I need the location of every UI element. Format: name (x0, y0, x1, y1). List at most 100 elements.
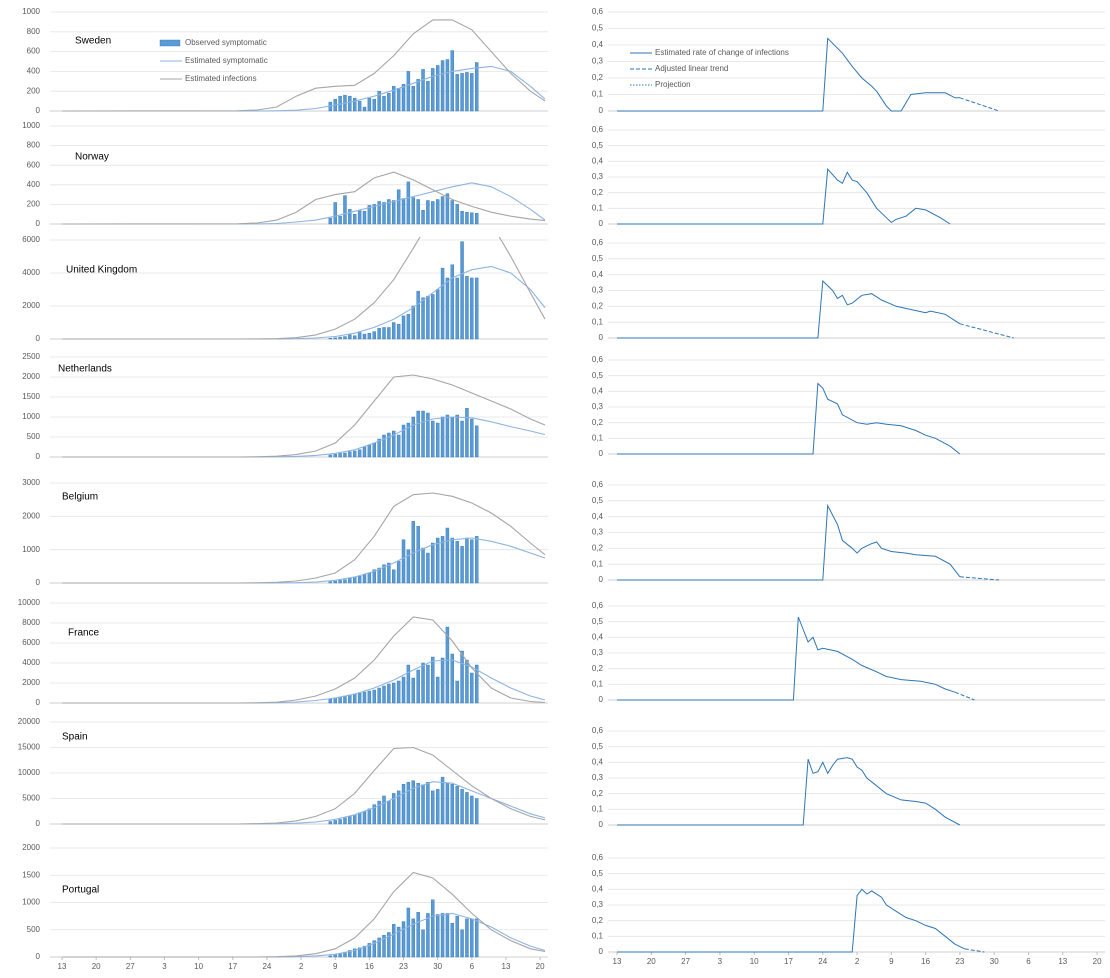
bar (426, 200, 430, 225)
bar (362, 333, 367, 340)
x-tick-label: 3 (718, 957, 723, 966)
bar (406, 314, 411, 340)
y-tick-label: 0 (36, 219, 41, 228)
bar (406, 781, 411, 825)
series-line (617, 279, 961, 339)
panel: 0 2000 4000 6000 United Kingdom (22, 235, 548, 343)
bar (470, 795, 474, 825)
bar (465, 212, 469, 225)
x-tick-label: 10 (194, 962, 203, 971)
bar (411, 780, 415, 825)
plot-area (617, 168, 951, 225)
bar (406, 422, 411, 458)
x-tick-label: 17 (784, 957, 793, 966)
bar (348, 451, 352, 458)
y-tick-label: 0 (36, 819, 41, 828)
x-tick-label: 9 (889, 957, 894, 966)
bar (372, 331, 376, 340)
x-tick-label: 6 (1026, 957, 1031, 966)
y-tick-label: 0 (36, 106, 41, 115)
bar (465, 408, 469, 458)
bar (338, 696, 342, 704)
x-tick-label: 9 (333, 962, 338, 971)
bar (470, 539, 474, 584)
y-tick-label: 0,6 (592, 601, 604, 610)
bar (367, 572, 372, 584)
plot-area (62, 616, 546, 704)
bar (372, 689, 376, 704)
bar (440, 776, 445, 825)
bar (362, 811, 367, 825)
bar (450, 923, 455, 958)
bar (421, 662, 425, 704)
bar (460, 241, 464, 340)
bar (348, 816, 352, 825)
y-tick-label: 0 (599, 820, 604, 829)
x-tick-label: 2 (855, 957, 860, 966)
bar (348, 209, 352, 225)
bar (396, 790, 401, 825)
legend-item: Adjusted linear trend (630, 64, 728, 73)
bar (460, 546, 464, 584)
y-tick-label: 2000 (22, 843, 40, 852)
panel: 0 500 1000 1500 2000 2500 Netherlands (22, 352, 548, 461)
bar (357, 449, 362, 458)
bar (396, 680, 401, 704)
bar (435, 537, 440, 584)
legend-label: Estimated rate of change of infections (655, 48, 789, 57)
bar (377, 90, 381, 112)
y-tick-label: 0,4 (592, 632, 604, 641)
bar (426, 913, 430, 958)
y-tick-label: 0,1 (592, 931, 604, 940)
y-tick-label: 1500 (22, 870, 40, 879)
bar (333, 454, 337, 458)
bar (367, 444, 372, 458)
bar (382, 935, 386, 958)
y-tick-label: 5000 (22, 794, 40, 803)
bar (338, 336, 342, 340)
y-tick-label: 500 (27, 925, 41, 934)
y-tick-label: 1000 (22, 121, 40, 130)
bar (455, 414, 459, 458)
x-tick-label: 20 (647, 957, 656, 966)
y-tick-label: 10000 (18, 768, 41, 777)
bar (426, 295, 430, 340)
y-tick-label: 2500 (22, 352, 40, 361)
y-tick-label: 0,2 (592, 301, 604, 310)
x-tick-label: 20 (1093, 957, 1102, 966)
bar (396, 88, 401, 112)
y-tick-label: 0,5 (592, 141, 604, 150)
panel: 0 0,1 0,2 0,3 0,4 0,5 0,6 (592, 125, 1105, 228)
bar (362, 446, 367, 458)
bar (411, 197, 415, 225)
bar (474, 536, 479, 584)
bar (445, 913, 450, 958)
bar (435, 789, 440, 825)
bar (465, 659, 469, 704)
bar (406, 71, 411, 112)
bar (328, 337, 333, 340)
y-tick-label: 0,6 (592, 726, 604, 735)
series-line (959, 576, 1000, 581)
bar (377, 328, 381, 340)
bar (328, 454, 333, 458)
y-tick-label: 0,3 (592, 172, 604, 181)
panel: 0 0,1 0,2 0,3 0,4 0,5 0,6 13 20 27 3 10 17 24 2 9 16 23 30… (592, 853, 1105, 966)
y-tick-label: 0 (599, 947, 604, 956)
bar (367, 943, 372, 958)
bar (353, 213, 357, 225)
x-tick-label: 20 (536, 962, 545, 971)
bar (445, 193, 450, 225)
y-tick-label: 0 (36, 334, 41, 343)
bar (343, 817, 347, 825)
y-tick-label: 0,4 (592, 40, 604, 49)
x-tick-label: 13 (502, 962, 511, 971)
y-tick-label: 0,4 (592, 512, 604, 521)
bar (474, 277, 479, 340)
bar (367, 690, 372, 704)
bar (387, 932, 391, 958)
y-tick-label: 0,3 (592, 773, 604, 782)
y-tick-label: 0 (36, 452, 41, 461)
series-line (62, 871, 546, 958)
series-line (617, 168, 951, 225)
